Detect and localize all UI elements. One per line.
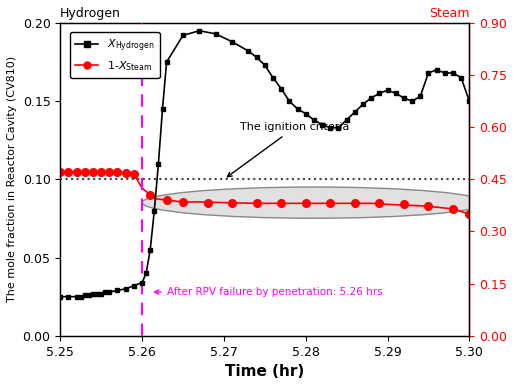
Text: Steam: Steam [429, 7, 469, 20]
X-axis label: Time (hr): Time (hr) [225, 364, 304, 379]
Legend: $X_{\rm Hydrogen}$, $1$-$X_{\rm Steam}$: $X_{\rm Hydrogen}$, $1$-$X_{\rm Steam}$ [70, 32, 160, 78]
Ellipse shape [142, 187, 486, 218]
Text: The ignition criteria: The ignition criteria [227, 122, 350, 177]
Y-axis label: The mole fraction in Reactor Cavity (CV810): The mole fraction in Reactor Cavity (CV8… [7, 56, 17, 302]
Text: Hydrogen: Hydrogen [60, 7, 121, 20]
Text: After RPV failure by penetration: 5.26 hrs: After RPV failure by penetration: 5.26 h… [155, 287, 382, 297]
